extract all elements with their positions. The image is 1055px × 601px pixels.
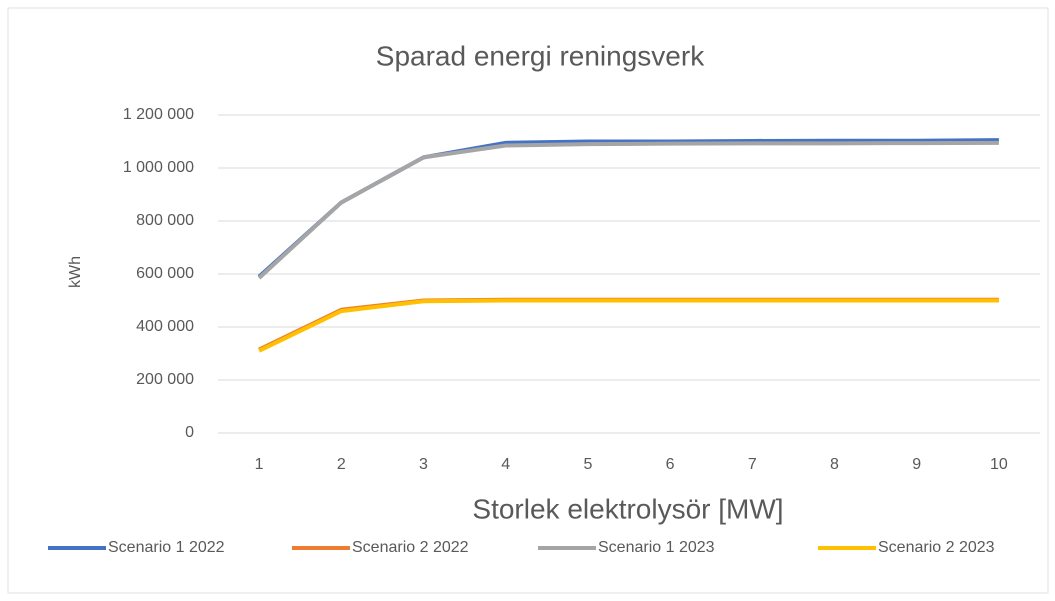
x-axis-title: Storlek elektrolysör [MW] bbox=[472, 493, 783, 524]
y-tick-label: 600 000 bbox=[136, 265, 194, 282]
x-tick-label: 9 bbox=[912, 456, 921, 473]
y-tick-label: 200 000 bbox=[136, 371, 194, 388]
x-tick-label: 5 bbox=[583, 456, 592, 473]
x-tick-label: 4 bbox=[501, 456, 510, 473]
x-tick-label: 2 bbox=[337, 456, 346, 473]
legend-label: Scenario 2 2022 bbox=[352, 539, 469, 556]
legend-label: Scenario 1 2022 bbox=[108, 539, 225, 556]
y-tick-label: 1 200 000 bbox=[123, 106, 194, 123]
series-line bbox=[258, 298, 999, 353]
legend-label: Scenario 2 2023 bbox=[878, 539, 995, 556]
x-tick-label: 7 bbox=[748, 456, 757, 473]
series-line bbox=[257, 140, 999, 280]
y-tick-label: 0 bbox=[185, 424, 194, 441]
legend-label: Scenario 1 2023 bbox=[598, 539, 715, 556]
x-tick-label: 3 bbox=[419, 456, 428, 473]
y-axis-title: kWh bbox=[67, 256, 84, 288]
x-tick-label: 10 bbox=[990, 456, 1008, 473]
chart-title: Sparad energi reningsverk bbox=[376, 40, 705, 71]
x-tick-label: 6 bbox=[666, 456, 675, 473]
y-tick-label: 800 000 bbox=[136, 212, 194, 229]
y-tick-label: 1 000 000 bbox=[123, 159, 194, 176]
y-tick-label: 400 000 bbox=[136, 318, 194, 335]
x-tick-label: 8 bbox=[830, 456, 839, 473]
x-tick-label: 1 bbox=[255, 456, 264, 473]
